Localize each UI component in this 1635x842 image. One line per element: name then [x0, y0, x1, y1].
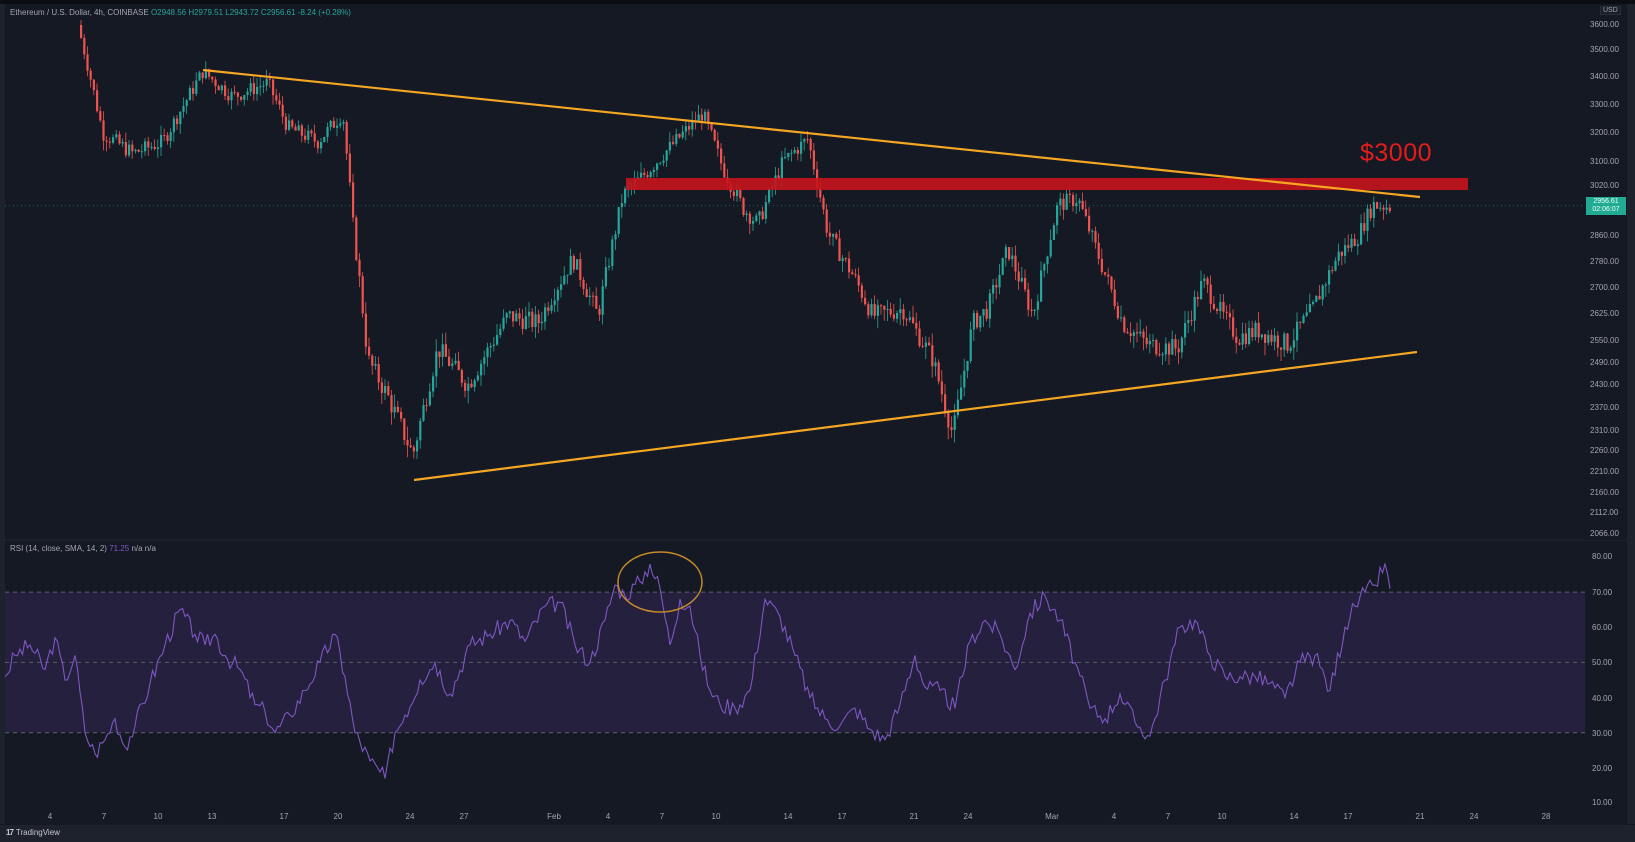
candlesticks: [80, 20, 1391, 460]
time-tick: Feb: [547, 812, 561, 821]
rsi-tick: 40.00: [1592, 694, 1613, 703]
price-tick: 2430.00: [1590, 380, 1619, 389]
price-tick: 2860.00: [1590, 231, 1619, 240]
time-tick: 10: [711, 812, 721, 821]
time-tick: 7: [101, 812, 107, 821]
price-tick: 2210.00: [1590, 467, 1619, 476]
rsi-tick: 50.00: [1592, 658, 1613, 667]
price-pane[interactable]: [5, 4, 1585, 540]
time-tick: 10: [153, 812, 163, 821]
time-tick: 7: [1165, 812, 1171, 821]
time-tick: 4: [1111, 812, 1117, 821]
footer-bar: [0, 825, 1635, 842]
rsi-legend[interactable]: RSI (14, close, SMA, 14, 2) 71.25 n/a n/…: [10, 544, 156, 553]
price-tick: 3020.00: [1590, 181, 1619, 190]
resistance-label[interactable]: $3000: [1360, 139, 1433, 167]
price-tick: 3400.00: [1590, 72, 1619, 81]
time-tick: 13: [207, 812, 217, 821]
time-tick: 7: [659, 812, 665, 821]
tradingview-logo-icon: 17: [6, 828, 14, 837]
price-tick: 3100.00: [1590, 157, 1619, 166]
time-tick: 21: [1415, 812, 1425, 821]
ohlc-open: O2948.56: [150, 8, 187, 17]
price-tick: 3200.00: [1590, 128, 1619, 137]
pane-separator[interactable]: [5, 539, 1635, 541]
rsi-tick: 60.00: [1592, 623, 1613, 632]
time-tick: 28: [1541, 812, 1551, 821]
time-tick: 14: [1289, 812, 1299, 821]
rsi-band: [5, 205, 1585, 734]
time-tick: 17: [279, 812, 289, 821]
rsi-value: 71.25: [109, 544, 130, 553]
price-tick: 2160.00: [1590, 488, 1619, 497]
price-tick: 2490.00: [1590, 358, 1619, 367]
time-tick: 21: [909, 812, 919, 821]
time-tick: 14: [783, 812, 793, 821]
price-tick: 3300.00: [1590, 100, 1619, 109]
price-tick: 2260.00: [1590, 446, 1619, 455]
rsi-tick: 20.00: [1592, 764, 1613, 773]
rsi-na-2: n/a: [144, 544, 156, 553]
rsi-line: [4, 561, 1391, 779]
price-tick: 3500.00: [1590, 45, 1619, 54]
rsi-title: RSI (14, close, SMA, 14, 2): [10, 544, 107, 553]
right-edge: [1627, 4, 1635, 824]
rsi-tick: 30.00: [1592, 729, 1613, 738]
ohlc-high: H2979.51: [188, 8, 224, 17]
ohlc-low: L2943.72: [225, 8, 259, 17]
price-tick: 2780.00: [1590, 257, 1619, 266]
drawings: [202, 68, 1468, 613]
ohlc-close: C2956.61: [260, 8, 296, 17]
price-tick: 2310.00: [1590, 426, 1619, 435]
price-tick: 2700.00: [1590, 283, 1619, 292]
price-tick: 2370.00: [1590, 403, 1619, 412]
rsi-tick: 10.00: [1592, 798, 1613, 807]
currency-label[interactable]: USD: [1600, 6, 1621, 15]
price-tick: 3600.00: [1590, 20, 1619, 29]
symbol-name: Ethereum / U.S. Dollar, 4h, COINBASE: [10, 8, 149, 17]
time-tick: 17: [1343, 812, 1353, 821]
last-price-tag: 2956.61 02:06:07: [1586, 196, 1626, 215]
tradingview-brand[interactable]: 17 TradingView: [6, 828, 60, 837]
price-tick: 2550.00: [1590, 336, 1619, 345]
bar-countdown: 02:06:07: [1592, 205, 1620, 213]
price-tick: 2625.00: [1590, 309, 1619, 318]
time-tick: 24: [405, 812, 415, 821]
time-tick: 24: [1469, 812, 1479, 821]
brand-name: TradingView: [15, 828, 60, 837]
time-tick: Mar: [1045, 812, 1059, 821]
price-tick: 2066.00: [1590, 529, 1619, 538]
rsi-na-1: n/a: [131, 544, 143, 553]
top-edge: [0, 0, 1635, 4]
time-tick: 24: [963, 812, 973, 821]
time-tick: 4: [605, 812, 611, 821]
rsi-axis[interactable]: [1585, 541, 1627, 809]
rsi-tick: 70.00: [1592, 588, 1613, 597]
ohlc-change: -8.24 (+0.28%): [297, 8, 351, 17]
time-tick: 27: [459, 812, 469, 821]
price-tick: 2112.00: [1590, 508, 1619, 517]
rsi-tick: 80.00: [1592, 552, 1613, 561]
symbol-legend[interactable]: Ethereum / U.S. Dollar, 4h, COINBASE O29…: [10, 8, 351, 17]
price-axis[interactable]: [1585, 4, 1627, 540]
time-axis[interactable]: [5, 809, 1627, 825]
time-tick: 10: [1217, 812, 1227, 821]
time-tick: 20: [333, 812, 343, 821]
left-toolbar-edge: [0, 4, 5, 824]
last-price-value: 2956.61: [1593, 197, 1619, 205]
time-tick: 17: [837, 812, 847, 821]
time-tick: 4: [47, 812, 53, 821]
